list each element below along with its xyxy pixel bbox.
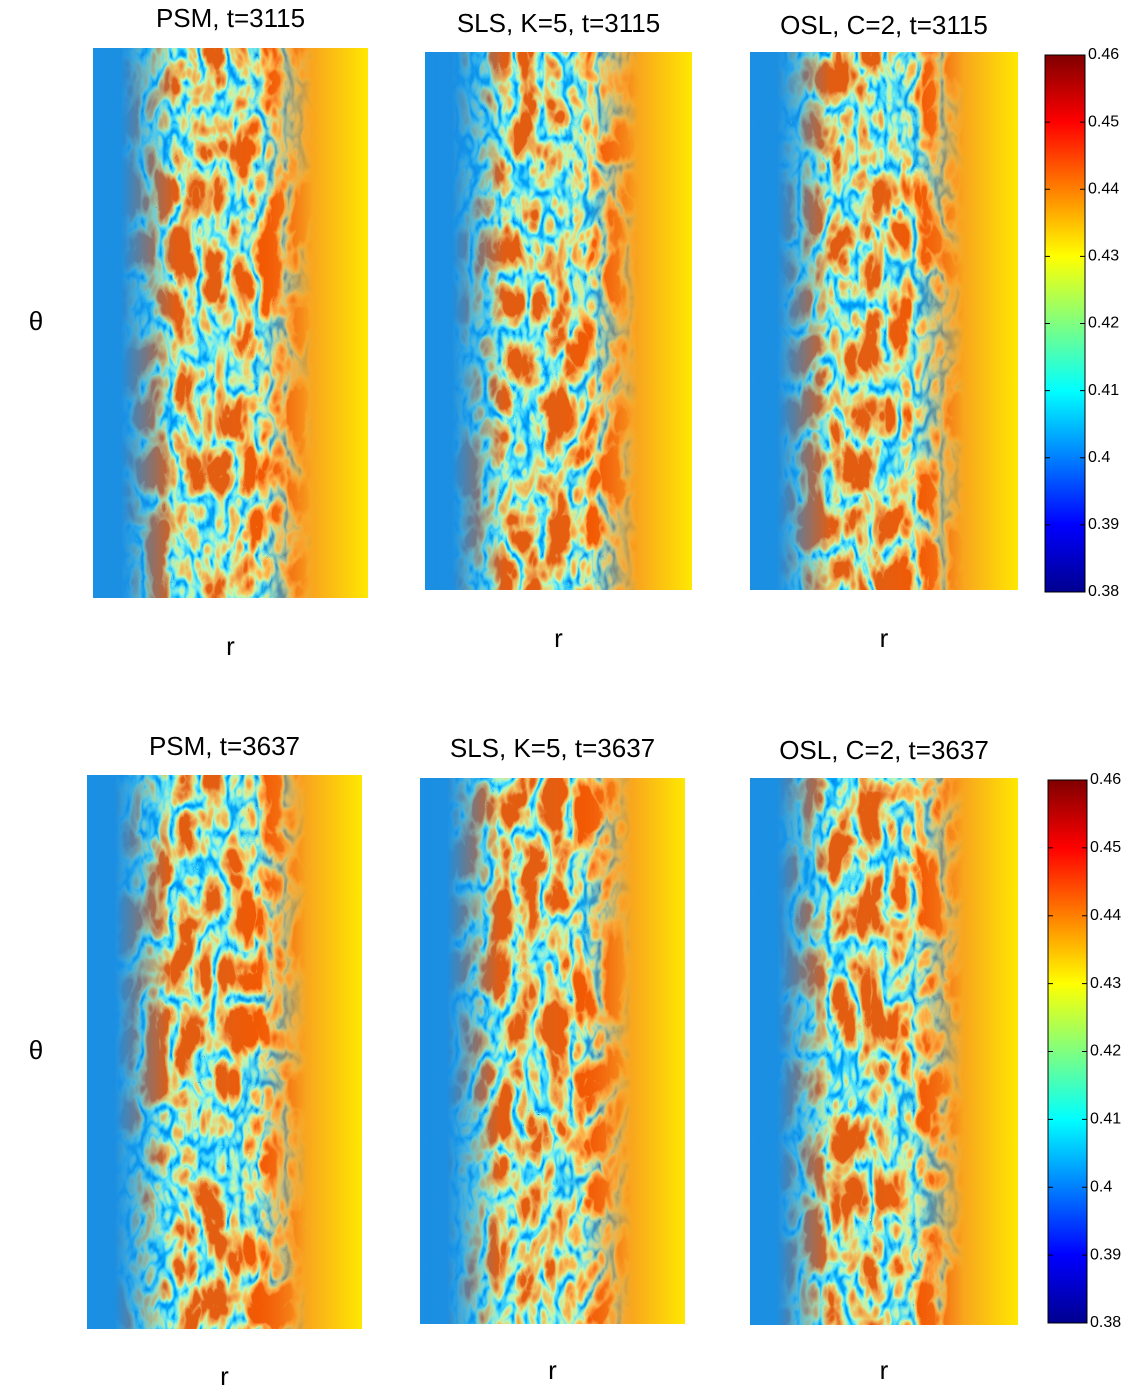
colorbar-tick-label: 0.45 [1090,839,1121,856]
x-axis-label: r [880,623,889,653]
colorbar-tick-label: 0.39 [1088,516,1119,533]
panel-title: OSL, C=2, t=3115 [780,10,988,40]
field-turbulence [87,775,362,1329]
colorbar-tick-label: 0.46 [1088,46,1119,63]
colorbar-tick-label: 0.4 [1090,1178,1112,1195]
field-turbulence [750,52,1018,590]
colorbar-tick-label: 0.44 [1088,180,1119,197]
colorbar-tick-label: 0.39 [1090,1246,1121,1263]
colorbar-tick-label: 0.41 [1088,382,1119,399]
y-axis-label: θ [29,1035,43,1065]
colorbar-tick-label: 0.44 [1090,907,1121,924]
colorbar-tick-label: 0.43 [1088,248,1119,265]
field-turbulence [93,48,368,598]
panel-title: SLS, K=5, t=3637 [450,733,655,763]
colorbar-tick-label: 0.46 [1090,771,1121,788]
x-axis-label: r [554,623,563,653]
colorbar-tick-label: 0.42 [1088,315,1119,332]
panel-title: OSL, C=2, t=3637 [779,735,989,765]
colorbar [1047,779,1088,1324]
panel-title: PSM, t=3637 [149,731,300,761]
x-axis-label: r [880,1355,889,1385]
panel-title: PSM, t=3115 [156,3,305,33]
colorbar-tick-label: 0.42 [1090,1043,1121,1060]
x-axis-label: r [548,1355,557,1385]
colorbar-tick-label: 0.38 [1088,583,1119,600]
colorbar-tick-label: 0.4 [1088,449,1110,466]
x-axis-label: r [226,631,235,661]
x-axis-label: r [220,1361,229,1391]
field-turbulence [420,778,685,1324]
colorbar-tick-label: 0.41 [1090,1111,1121,1128]
field-turbulence [425,52,692,590]
colorbar-tick-label: 0.43 [1090,975,1121,992]
colorbar-tick-label: 0.38 [1090,1314,1121,1331]
field-turbulence [750,778,1018,1325]
panel-title: SLS, K=5, t=3115 [457,8,660,38]
y-axis-label: θ [29,306,43,336]
colorbar [1044,54,1086,593]
colorbar-tick-label: 0.45 [1088,113,1119,130]
